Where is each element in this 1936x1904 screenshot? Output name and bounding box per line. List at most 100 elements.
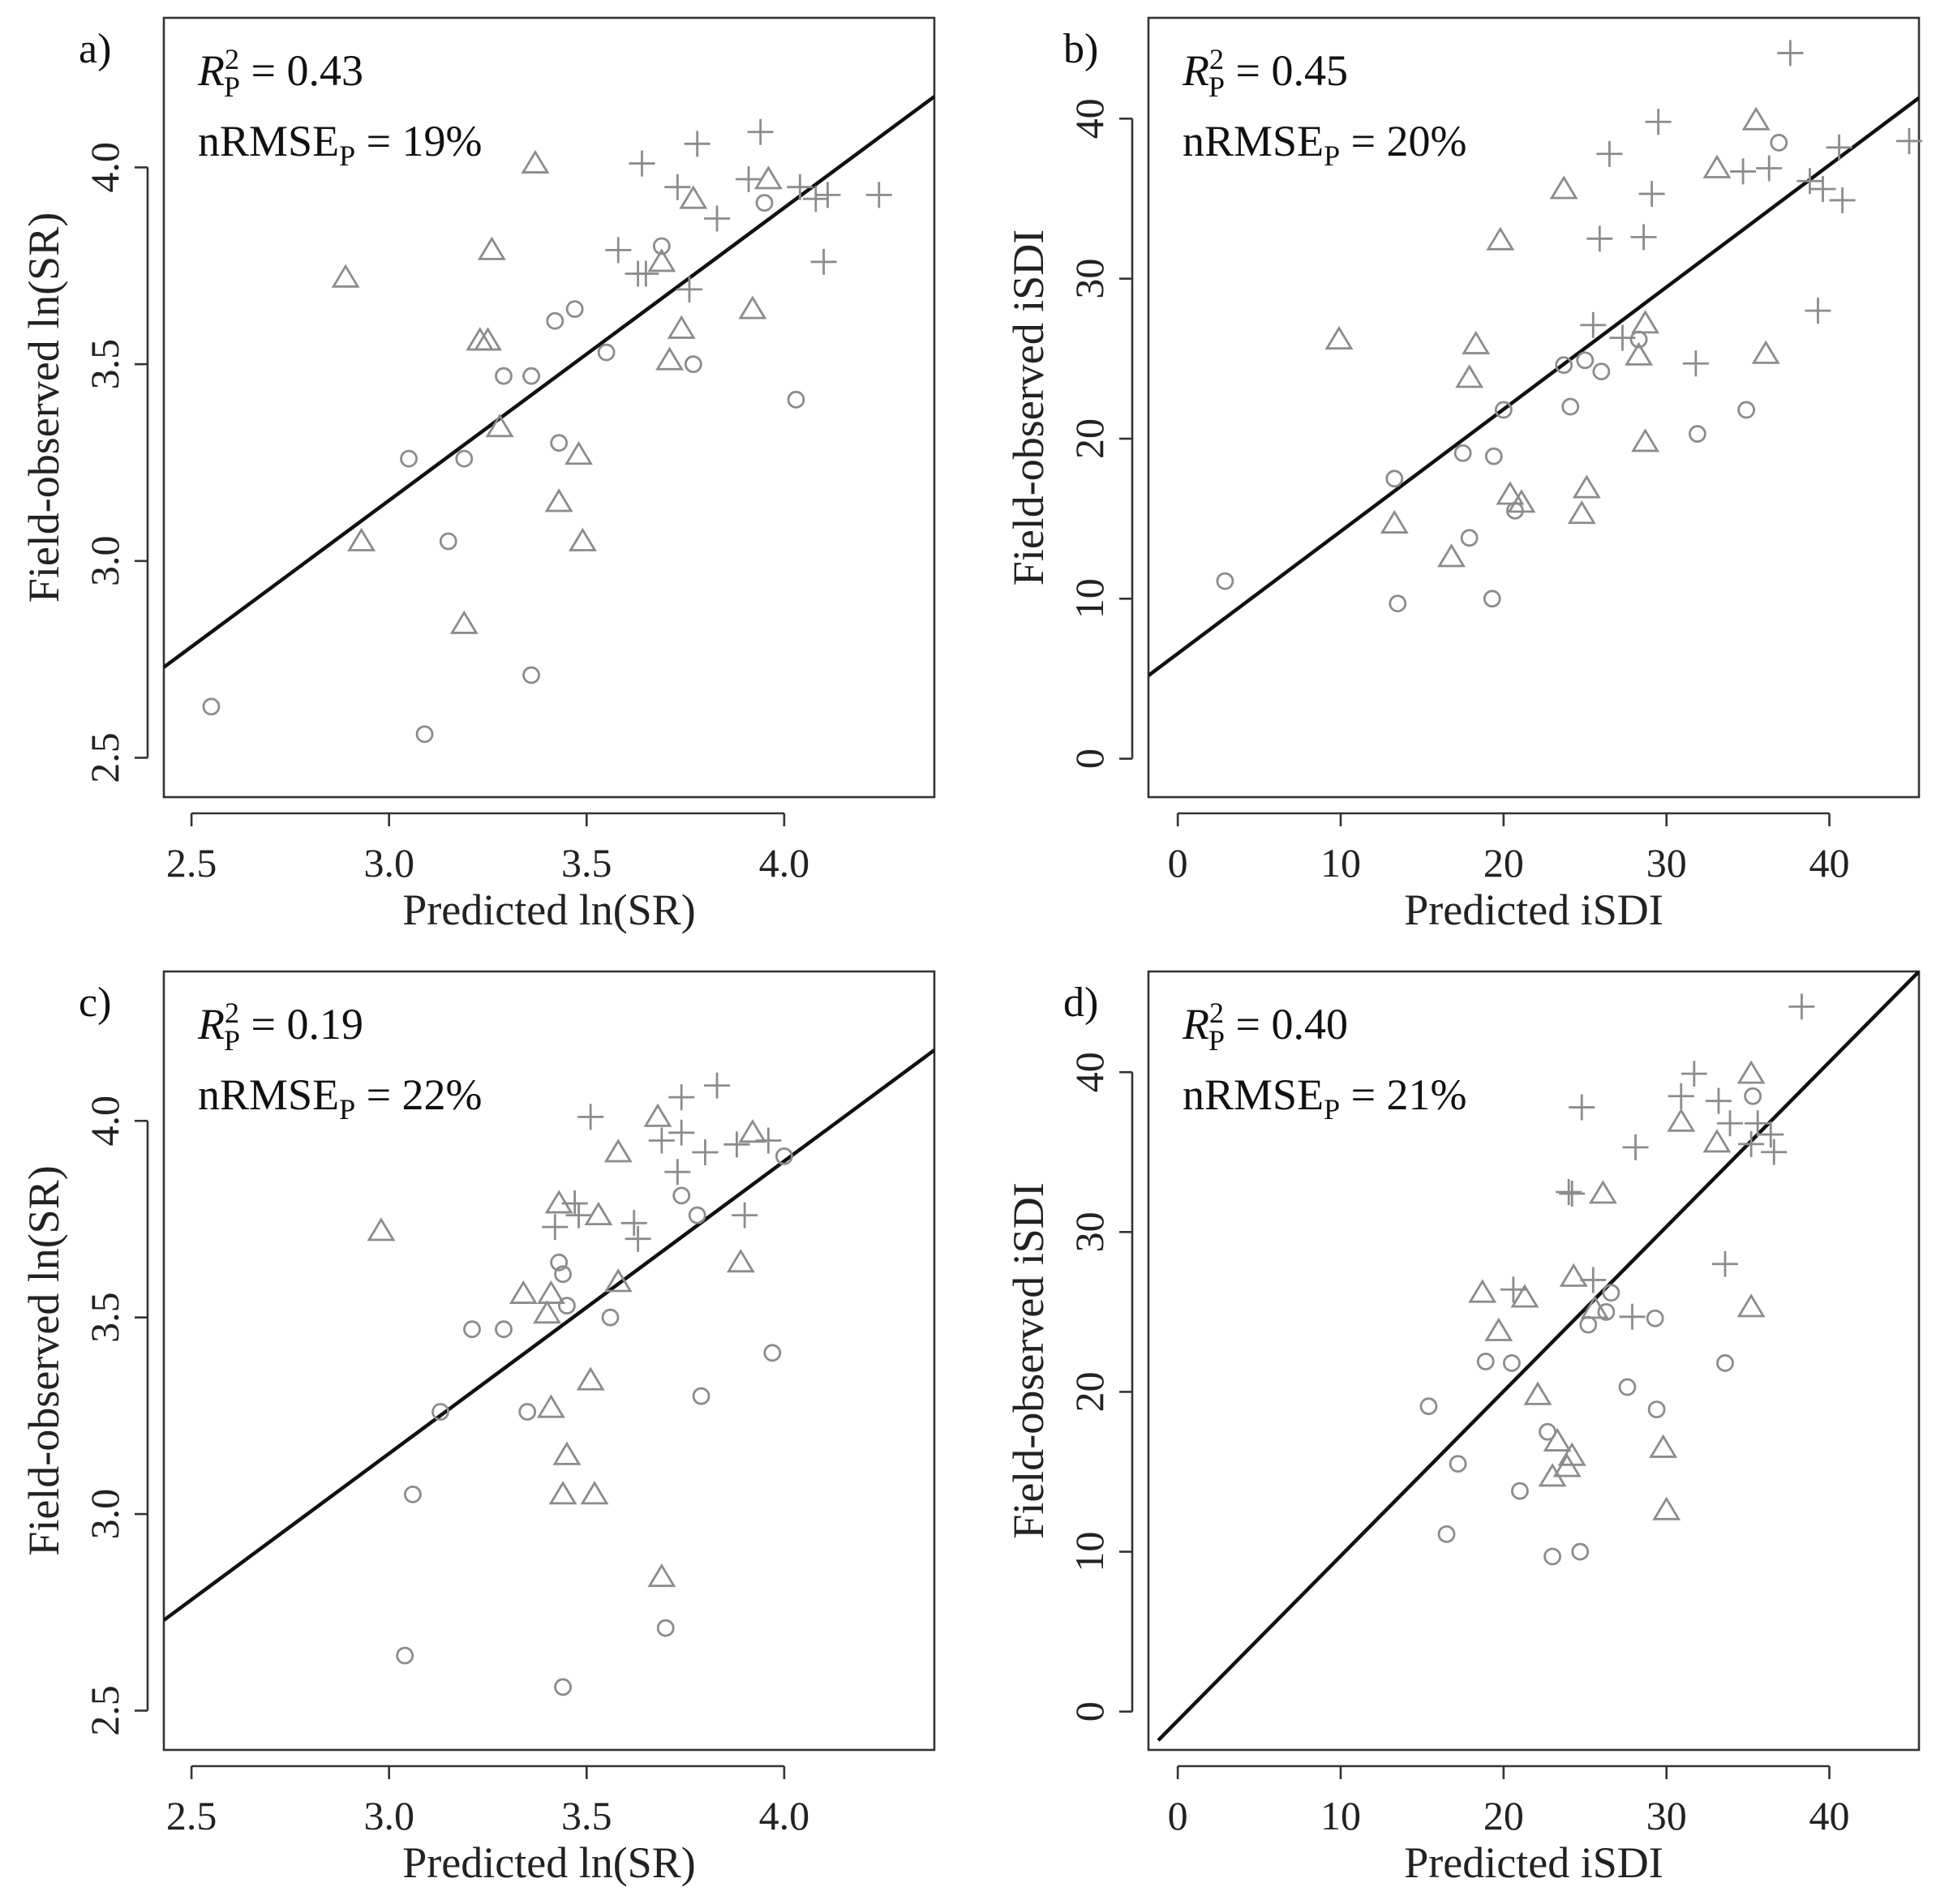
triangle-point xyxy=(580,1481,609,1505)
y-axis: 2.5 3.0 3.5 4.0 xyxy=(82,1096,149,1736)
y-tick-label: 30 xyxy=(1067,259,1112,299)
x-axis: 2.5 3.0 3.5 4.0 xyxy=(166,1765,810,1838)
circle-point xyxy=(546,311,564,330)
plot-frame xyxy=(1147,16,1921,799)
plus-point xyxy=(676,276,702,302)
x-tick-label: 30 xyxy=(1646,840,1687,886)
r2-annotation: R2 P = 0.40 xyxy=(1182,997,1348,1057)
plus-point xyxy=(1580,311,1607,338)
y-tick-label: 0 xyxy=(1067,748,1112,769)
r2-annotation: R2 P = 0.43 xyxy=(197,43,363,103)
triangle-point xyxy=(1549,175,1578,199)
triangle-point xyxy=(544,488,573,512)
circle-point xyxy=(775,1147,793,1165)
plus-point xyxy=(629,150,655,177)
triangle-point xyxy=(1559,1263,1588,1287)
plus-point xyxy=(1756,155,1783,182)
triangle-point xyxy=(1667,1108,1696,1132)
plus-point xyxy=(1777,40,1804,66)
plus-point xyxy=(1668,1083,1694,1109)
circle-point xyxy=(522,367,540,385)
circle-point xyxy=(550,434,569,452)
panel-label: a) xyxy=(79,26,111,72)
circle-point xyxy=(787,390,805,409)
circle-point xyxy=(1449,1455,1467,1473)
plot-frame xyxy=(162,970,936,1752)
plus-point xyxy=(1745,1110,1771,1137)
triangle-point xyxy=(1380,509,1409,534)
y-axis-title: Field-observed iSDI xyxy=(1004,229,1053,585)
plus-point xyxy=(648,1127,675,1154)
triangle-point xyxy=(738,295,767,319)
triangle-point xyxy=(564,441,594,465)
x-tick-label: 20 xyxy=(1483,1793,1524,1838)
y-tick-label: 3.0 xyxy=(82,536,127,587)
triangle-point xyxy=(1496,481,1525,505)
plus-point xyxy=(577,1104,604,1130)
circle-point xyxy=(1571,1542,1590,1561)
x-axis: 0 10 20 30 40 xyxy=(1168,1765,1850,1838)
triangle-point xyxy=(485,414,514,438)
regression-line xyxy=(1157,971,1919,1742)
r2-annotation: R2 P = 0.45 xyxy=(1182,43,1348,103)
panel-c: 2.5 3.0 3.5 4.0 Predicted ln(SR) 2.5 3.0 3.5 4.0… xyxy=(19,970,936,1887)
circle-point xyxy=(1494,401,1513,419)
triangle-point xyxy=(738,1119,767,1143)
plus-point xyxy=(723,1131,750,1158)
plus-point xyxy=(1758,1121,1784,1148)
triangle-point xyxy=(536,1280,565,1304)
nrmse-annotation: nRMSEP = 21% xyxy=(1183,1070,1467,1126)
triangle-point xyxy=(1572,474,1601,499)
circle-point xyxy=(1561,397,1580,416)
series-triangles xyxy=(1468,1060,1766,1520)
circle-point xyxy=(1602,1284,1620,1302)
plus-point xyxy=(668,1119,695,1146)
triangle-point xyxy=(1736,1060,1766,1084)
x-tick-label: 3.5 xyxy=(561,840,612,886)
y-axis: 2.5 3.0 3.5 4.0 xyxy=(82,142,149,783)
series-triangles xyxy=(367,1103,767,1588)
circle-point xyxy=(558,1297,576,1315)
x-axis: 2.5 3.0 3.5 4.0 xyxy=(166,812,809,886)
y-tick-label: 20 xyxy=(1067,1371,1112,1412)
plus-point xyxy=(1829,187,1856,213)
triangle-point xyxy=(1631,428,1660,452)
triangle-point xyxy=(1741,106,1771,131)
plot-frame xyxy=(1147,970,1921,1752)
panel-a: 2.5 3.0 3.5 4.0 Predicted ln(SR) 2.5 3.0 3.5 4.0… xyxy=(19,16,936,934)
triangle-point xyxy=(509,1280,538,1304)
r2-annotation: R2 P = 0.19 xyxy=(197,997,363,1057)
nrmse-annotation: nRMSEP = 19% xyxy=(198,117,483,172)
series-plus xyxy=(1500,993,1815,1330)
plus-point xyxy=(625,1225,651,1252)
x-tick-label: 10 xyxy=(1320,1793,1361,1838)
triangle-point xyxy=(449,610,479,634)
circle-point xyxy=(1618,1378,1637,1396)
circle-point xyxy=(565,300,584,319)
triangle-point xyxy=(1462,330,1491,354)
x-tick-label: 4.0 xyxy=(759,1793,810,1838)
triangle-point xyxy=(1510,1284,1539,1308)
plus-point xyxy=(704,205,731,232)
triangle-point xyxy=(1455,364,1484,388)
series-plus xyxy=(605,118,892,302)
circle-point xyxy=(1592,362,1611,381)
triangle-point xyxy=(347,527,376,551)
regression-line xyxy=(164,95,934,669)
y-axis: 0 10 20 30 40 xyxy=(1067,1052,1134,1722)
plus-point xyxy=(1895,127,1922,154)
triangle-point xyxy=(536,1394,565,1418)
triangle-point xyxy=(1702,154,1732,178)
circle-point xyxy=(431,1403,449,1421)
circle-point xyxy=(652,237,671,255)
triangle-point xyxy=(1543,1427,1572,1452)
plus-point xyxy=(865,182,892,208)
plus-point xyxy=(1569,1094,1595,1121)
triangle-point xyxy=(1736,1293,1766,1318)
triangle-point xyxy=(477,236,506,260)
triangle-point xyxy=(1557,1442,1586,1466)
y-tick-label: 4.0 xyxy=(82,1096,127,1147)
regression-line xyxy=(164,1048,934,1622)
triangle-point xyxy=(647,1563,676,1588)
plus-point xyxy=(1559,1181,1586,1207)
